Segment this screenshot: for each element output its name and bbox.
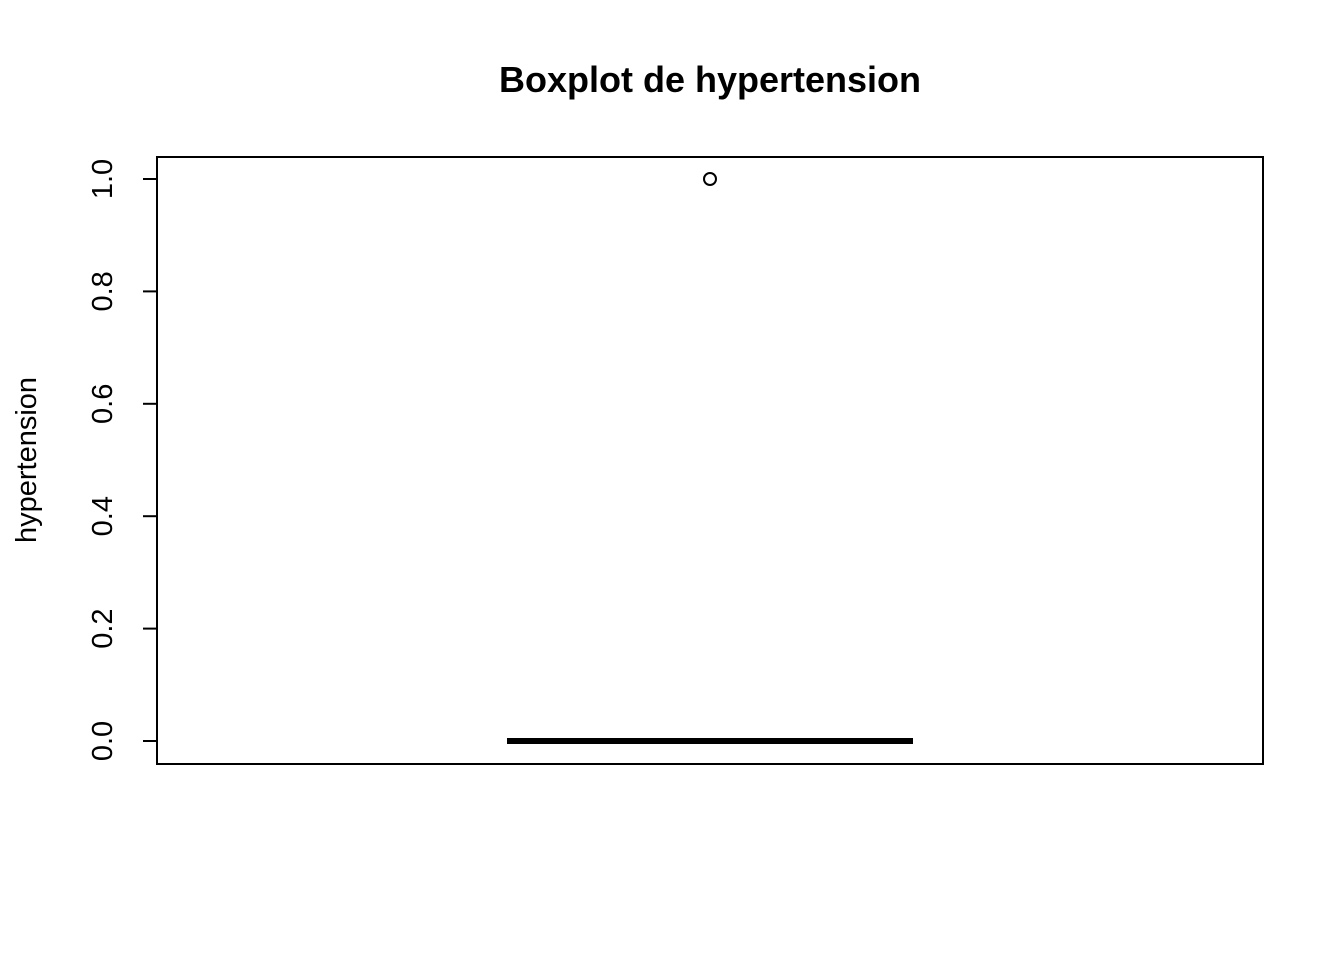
chart-title: Boxplot de hypertension [499, 59, 921, 100]
y-tick-label: 0.2 [87, 608, 119, 648]
y-tick-label: 0.4 [87, 496, 119, 536]
y-tick-label: 0.6 [87, 384, 119, 424]
y-axis-label: hypertension [11, 377, 43, 543]
box-layer [507, 172, 913, 744]
y-tick-label: 0.8 [87, 271, 119, 311]
plot-frame [156, 156, 1264, 765]
y-tick-label: 0.0 [87, 721, 119, 761]
y-tick-label: 1.0 [87, 159, 119, 199]
y-axis: 0.0 0.2 0.4 0.6 0.8 1.0 [87, 159, 158, 761]
outlier-point [703, 172, 717, 186]
